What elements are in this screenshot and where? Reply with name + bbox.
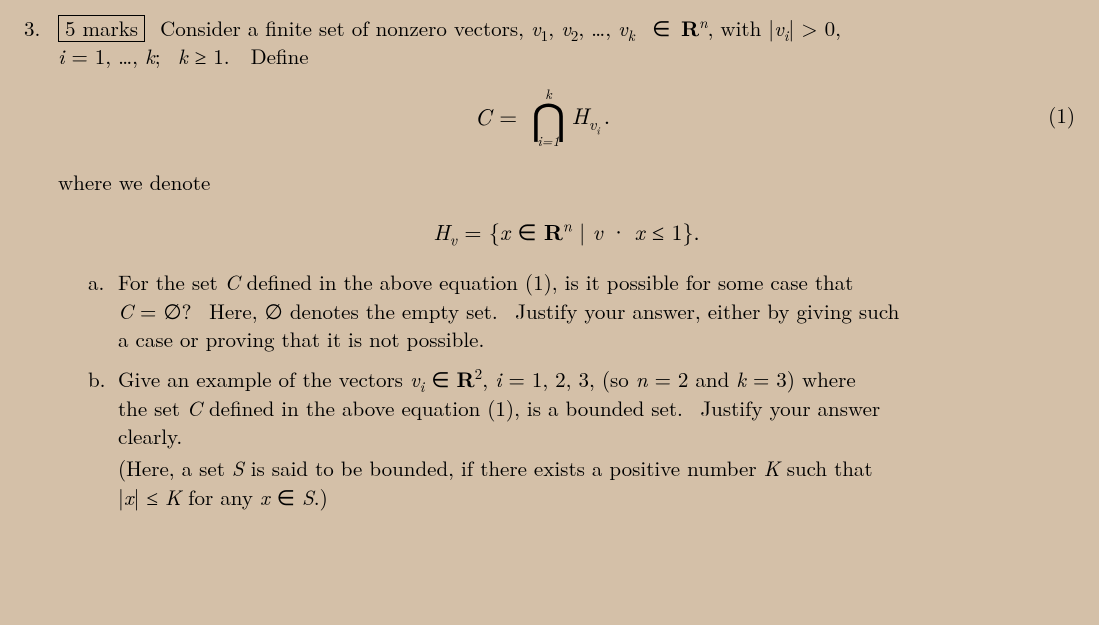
hv-bar: |: [579, 216, 592, 247]
norm-cond: |vi| > 0: [768, 13, 835, 43]
marks-badge: 5 marks: [58, 15, 145, 42]
intro-text-b: , with: [708, 13, 769, 43]
hv-in: ∈: [517, 216, 544, 247]
H-vi: Hvi.: [572, 99, 611, 131]
equation-1-row: C = k ⋂ i=1 Hvi. (1): [58, 85, 1075, 147]
part-b-note-1: (Here, a set S is said to be bounded, if…: [118, 454, 1075, 482]
part-b: b. Give an example of the vectors vi ∈ R…: [88, 365, 1075, 511]
problem-number: 3.: [24, 14, 58, 42]
equation-1-number: (1): [1027, 101, 1075, 129]
intro-line-2: i = 1, …, k; k ≥ 1. Define: [58, 42, 1075, 70]
equation-1: C = k ⋂ i=1 Hvi.: [475, 85, 610, 147]
part-a-line-3: a case or proving that it is not possibl…: [118, 325, 1075, 353]
part-a: a. For the set C defined in the above eq…: [88, 268, 1075, 353]
part-b-line-1: Give an example of the vectors vi ∈ R2, …: [118, 365, 1075, 393]
part-b-line-2: the set C defined in the above equation …: [118, 394, 1075, 422]
big-intersection: k ⋂ i=1: [531, 87, 565, 149]
vector-list: v1, v2, …, vk ∈ Rn: [531, 13, 708, 43]
part-b-note-2: |x| ≤ K for any x ∈ S.): [118, 483, 1075, 511]
part-a-line-2: C = ∅? Here, ∅ denotes the empty set. Ju…: [118, 297, 1075, 325]
part-b-label: b.: [88, 365, 118, 393]
problem-header: 3. 5 marks Consider a finite set of nonz…: [24, 14, 1075, 511]
define-word: Define: [251, 41, 309, 71]
hv-eq: =: [464, 216, 488, 247]
subparts: a. For the set C defined in the above eq…: [58, 268, 1075, 511]
eq1-tail: .: [604, 98, 610, 131]
intersection-symbol: ⋂: [531, 102, 565, 134]
norm-gt: > 0: [794, 13, 835, 43]
part-b-text: Give an example of the vectors vi ∈ R2, …: [118, 365, 1075, 511]
hv-dot: ·: [603, 216, 635, 247]
problem-body: 5 marks Consider a finite set of nonzero…: [58, 14, 1075, 511]
intro-text-a: Consider a finite set of nonzero vectors…: [160, 13, 531, 43]
problem-page: 3. 5 marks Consider a finite set of nonz…: [0, 0, 1099, 625]
part-a-label: a.: [88, 268, 118, 296]
hv-definition: Hv = {x ∈ Rn | v · x ≤ 1}.: [58, 217, 1075, 247]
intro-text-c: ,: [835, 13, 841, 43]
part-a-text: For the set C defined in the above equat…: [118, 268, 1075, 353]
part-a-line-1: For the set C defined in the above equat…: [118, 268, 1075, 296]
hv-close: }.: [682, 216, 699, 247]
intro-line-1: 5 marks Consider a finite set of nonzero…: [58, 14, 1075, 42]
hv-le1: ≤ 1: [645, 216, 683, 247]
part-b-line-3: clearly.: [118, 422, 1075, 450]
hv-open: {: [489, 216, 500, 247]
where-line: where we denote: [58, 168, 1075, 196]
